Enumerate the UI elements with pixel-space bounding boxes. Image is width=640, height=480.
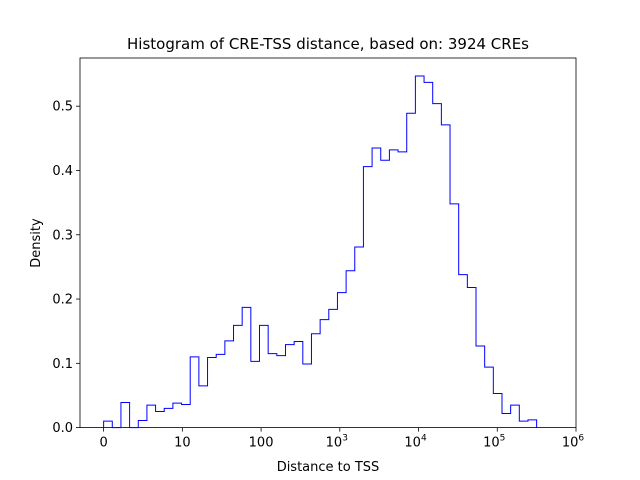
x-tick-label: 106 bbox=[562, 434, 585, 451]
y-tick-label: 0.4 bbox=[52, 164, 73, 179]
chart-title: Histogram of CRE-TSS distance, based on:… bbox=[127, 35, 529, 53]
x-axis-ticks: 0 10 100 103 104 105 106 bbox=[99, 427, 585, 451]
y-tick-label: 0.0 bbox=[52, 421, 73, 436]
y-tick-label: 0.1 bbox=[52, 357, 73, 372]
x-tick-label: 0 bbox=[99, 436, 107, 451]
x-tick-label: 105 bbox=[483, 434, 505, 451]
y-tick-label: 0.2 bbox=[52, 293, 73, 308]
histogram-step-line bbox=[103, 75, 538, 429]
plot-frame bbox=[79, 57, 577, 429]
x-tick-label: 103 bbox=[326, 434, 348, 451]
y-tick-label: 0.5 bbox=[52, 100, 73, 115]
x-axis-label: Distance to TSS bbox=[277, 460, 380, 475]
histogram-bars bbox=[103, 75, 538, 429]
x-tick-label: 100 bbox=[249, 436, 274, 451]
x-tick-label: 10 bbox=[174, 436, 191, 451]
y-axis-label: Density bbox=[29, 218, 44, 268]
y-tick-label: 0.3 bbox=[52, 228, 73, 243]
y-axis-ticks: 0.0 0.1 0.2 0.3 0.4 0.5 bbox=[52, 100, 80, 436]
x-tick-label: 104 bbox=[404, 434, 427, 451]
